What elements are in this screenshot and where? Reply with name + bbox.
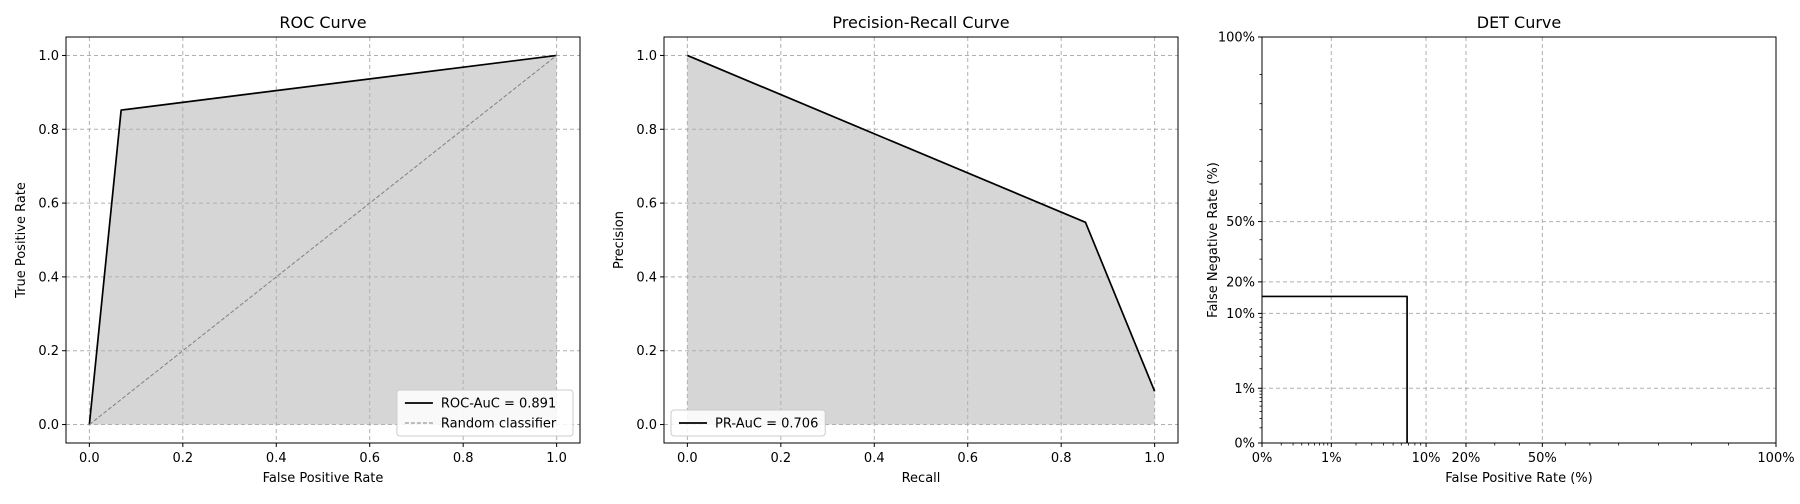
axes-frame (663, 36, 1179, 444)
legend-entry: Random classifier (441, 417, 557, 432)
y-tick-label: 1.0 (38, 49, 59, 64)
y-tick-label: 0.2 (636, 344, 657, 359)
subplot-3: 0% 1% 10% 20% 50% 100% 0% 1% 10% 20% 50% 100% DET Cu… (1206, 13, 1795, 486)
y-axis-label: Precision (612, 211, 627, 269)
legend: ROC-AuC = 0.891 Random classifier (396, 389, 574, 437)
chart-title: DET Curve (1477, 13, 1562, 32)
legend: PR-AuC = 0.706 (670, 409, 826, 437)
axes-frame (65, 36, 581, 444)
y-tick-label: 100% (1218, 31, 1255, 46)
x-tick-label: 20% (1452, 451, 1481, 466)
y-tick-label: 0.0 (38, 418, 59, 433)
x-tick-label: 0.2 (770, 451, 791, 466)
x-tick-label: 100% (1757, 451, 1794, 466)
auc-fill-area (687, 55, 1155, 425)
x-axis-label: Recall (902, 471, 941, 486)
y-tick-label: 0.8 (636, 123, 657, 138)
series-line-1 (687, 54, 1156, 392)
x-tick-label: 0.4 (266, 451, 287, 466)
x-tick-label: 50% (1528, 451, 1557, 466)
y-axis-label: True Positive Rate (14, 182, 29, 299)
y-tick-label: 1% (1234, 382, 1255, 397)
y-tick-label: 1.0 (636, 49, 657, 64)
x-tick-label: 1.0 (1144, 451, 1165, 466)
y-tick-label: 10% (1226, 307, 1255, 322)
x-tick-label: 1.0 (546, 451, 567, 466)
y-tick-label: 0% (1234, 437, 1255, 452)
x-tick-label: 10% (1412, 451, 1441, 466)
legend-box (670, 409, 826, 437)
y-tick-label: 0.0 (636, 418, 657, 433)
subplot-1: 0.0 0.2 0.4 0.6 0.8 1.0 0.0 0.2 0.4 0.6 0.8 1.0 ROC … (14, 13, 581, 486)
series-line-1 (1262, 295, 1408, 443)
y-tick-label: 0.4 (38, 270, 59, 285)
x-tick-label: 1% (1321, 451, 1342, 466)
x-tick-label: 0% (1252, 451, 1273, 466)
axes-frame (1261, 36, 1777, 444)
y-tick-label: 0.4 (636, 270, 657, 285)
x-tick-label: 0.8 (1051, 451, 1072, 466)
y-axis-label: False Negative Rate (%) (1206, 162, 1221, 318)
x-tick-label: 0.6 (359, 451, 380, 466)
y-tick-label: 0.6 (38, 197, 59, 212)
random-classifier-line (89, 55, 557, 425)
y-tick-label: 20% (1226, 275, 1255, 290)
y-tick-label: 0.8 (38, 123, 59, 138)
y-tick-label: 50% (1226, 215, 1255, 230)
series-line-1 (88, 54, 557, 425)
chart-title: ROC Curve (279, 13, 366, 32)
y-tick-label: 0.2 (38, 344, 59, 359)
y-tick-label: 0.6 (636, 197, 657, 212)
legend-entry: PR-AuC = 0.706 (715, 417, 818, 432)
x-axis-label: False Positive Rate (263, 471, 384, 486)
x-axis-label: False Positive Rate (%) (1445, 471, 1592, 486)
subplot-2: 0.0 0.2 0.4 0.6 0.8 1.0 0.0 0.2 0.4 0.6 0.8 1.0 Prec… (612, 13, 1179, 486)
x-tick-label: 0.2 (172, 451, 193, 466)
x-tick-label: 0.8 (453, 451, 474, 466)
legend-entry: ROC-AuC = 0.891 (441, 397, 556, 412)
chart-title: Precision-Recall Curve (832, 13, 1009, 32)
x-tick-label: 0.4 (864, 451, 885, 466)
x-tick-label: 0.6 (957, 451, 978, 466)
x-tick-label: 0.0 (677, 451, 698, 466)
legend-box (396, 389, 574, 437)
x-tick-label: 0.0 (79, 451, 100, 466)
